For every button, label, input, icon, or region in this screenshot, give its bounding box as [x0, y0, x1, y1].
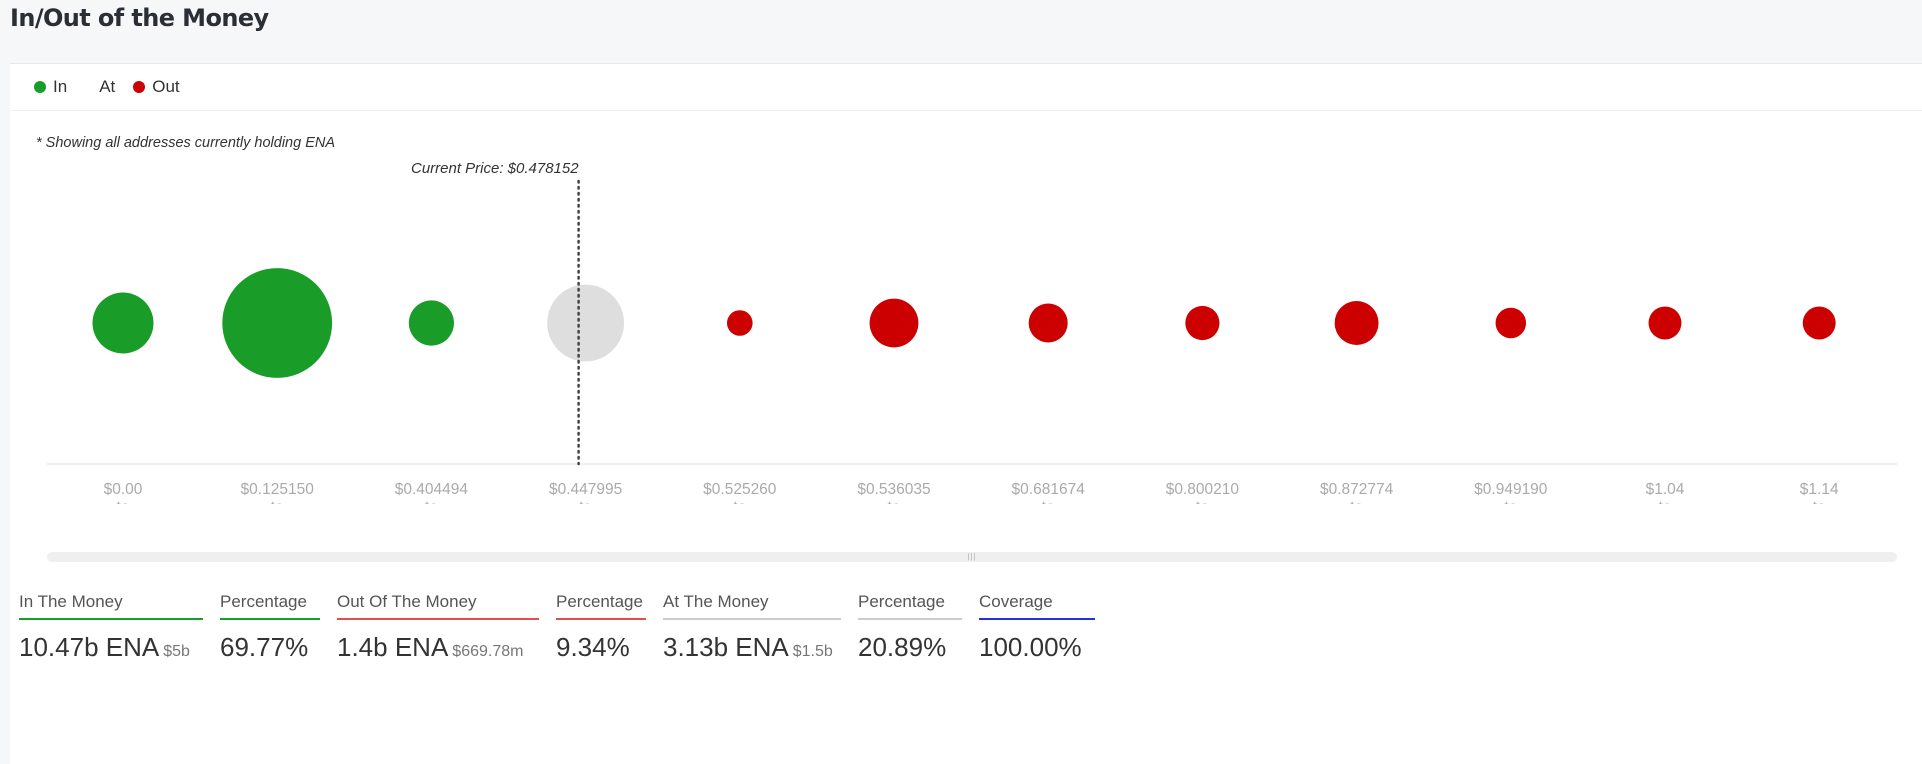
stat-value-main: 3.13b ENA	[663, 632, 789, 662]
chart-card: In At Out * Showing all addresses curren…	[10, 63, 1922, 764]
stat-value: 100.00%	[979, 632, 1082, 662]
legend-item-in[interactable]: In	[34, 77, 67, 97]
legend-dot-out	[133, 81, 146, 93]
stat-out-percentage: Percentage 9.34%	[556, 592, 646, 663]
stat-label: Out Of The Money	[337, 592, 539, 620]
bubble-out	[869, 298, 919, 348]
bubble-out	[1028, 303, 1068, 343]
bubble-out	[1185, 305, 1220, 341]
legend: In At Out	[10, 64, 1922, 111]
stat-value-usd: $5b	[163, 643, 190, 660]
holding-note: * Showing all addresses currently holdin…	[36, 135, 336, 151]
bubble-out	[1648, 306, 1682, 340]
stat-value-main: 1.4b ENA	[337, 632, 449, 662]
bubble-out	[1334, 301, 1379, 345]
stat-value: 20.89%	[858, 632, 947, 662]
stat-value-main: 10.47b ENA	[19, 632, 160, 662]
legend-item-out[interactable]: Out	[133, 77, 180, 97]
x-tick-label: $0.800210to$0.872707	[1166, 481, 1240, 504]
x-tick-label: $0.536035to$0.681542	[857, 481, 930, 504]
bubble-out	[726, 310, 753, 336]
chart-scrollbar[interactable]: |||	[47, 552, 1897, 562]
bubble-in	[222, 268, 333, 378]
stat-label: At The Money	[663, 592, 841, 620]
x-tick-label: $0.404494to$0.447870	[395, 481, 469, 504]
current-price-label: Current Price: $0.478152	[411, 160, 579, 177]
scrollbar-grip-icon[interactable]: |||	[967, 552, 977, 561]
stat-label: In The Money	[19, 592, 203, 620]
bubble-at	[547, 284, 625, 362]
legend-label-at: At	[99, 77, 116, 96]
stat-label: Coverage	[979, 592, 1095, 620]
stat-value: 3.13b ENA $1.5b	[663, 632, 841, 663]
stat-label: Percentage	[858, 592, 962, 620]
stat-value: 1.4b ENA $669.78m	[337, 632, 539, 663]
stat-value: 9.34%	[556, 632, 630, 662]
x-tick-label: $0.872774to$0.949108	[1320, 481, 1394, 504]
x-tick-label: $0.949190to$1.04	[1474, 481, 1548, 504]
x-tick-label: $0.00to$0.00	[104, 481, 143, 504]
stat-at-the-money: At The Money 3.13b ENA $1.5b	[663, 592, 841, 663]
x-tick-label: $1.14to$1.43	[1800, 481, 1839, 504]
page-title: In/Out of the Money	[10, 4, 269, 32]
stat-in-the-money: In The Money 10.47b ENA $5b	[19, 592, 203, 663]
summary-stats: In The Money 10.47b ENA $5b Percentage 69…	[19, 592, 1112, 663]
stat-at-percentage: Percentage 20.89%	[858, 592, 962, 663]
stat-coverage: Coverage 100.00%	[979, 592, 1095, 663]
bubble-in	[408, 300, 454, 346]
legend-dot-in	[34, 81, 46, 93]
stat-value: 10.47b ENA $5b	[19, 632, 203, 663]
stat-label: Percentage	[556, 592, 646, 620]
bubble-out	[1495, 307, 1527, 339]
stat-in-percentage: Percentage 69.77%	[220, 592, 320, 663]
bubble-out	[1802, 306, 1836, 340]
legend-label-in: In	[53, 77, 68, 96]
legend-label-out: Out	[152, 77, 180, 96]
stat-label: Percentage	[220, 592, 320, 620]
bubble-chart: $0.00to$0.00 $0.125150to$0.404345 $0.40449…	[47, 160, 1897, 504]
legend-item-at[interactable]: At	[85, 77, 115, 97]
stat-value-usd: $1.5b	[792, 643, 833, 660]
x-tick-label: $1.04to$1.14	[1646, 481, 1685, 504]
bubble-in	[92, 292, 154, 354]
x-tick-label: $0.681674to$0.800193	[1012, 481, 1086, 504]
stat-value-usd: $669.78m	[452, 643, 524, 660]
x-tick-label: $0.525260to$0.535948	[703, 481, 777, 504]
x-tick-label: $0.125150to$0.404345	[241, 481, 315, 504]
stat-out-of-the-money: Out Of The Money 1.4b ENA $669.78m	[337, 592, 539, 663]
stat-value: 69.77%	[220, 632, 309, 662]
x-tick-label: $0.447995to$0.524899	[549, 481, 622, 504]
